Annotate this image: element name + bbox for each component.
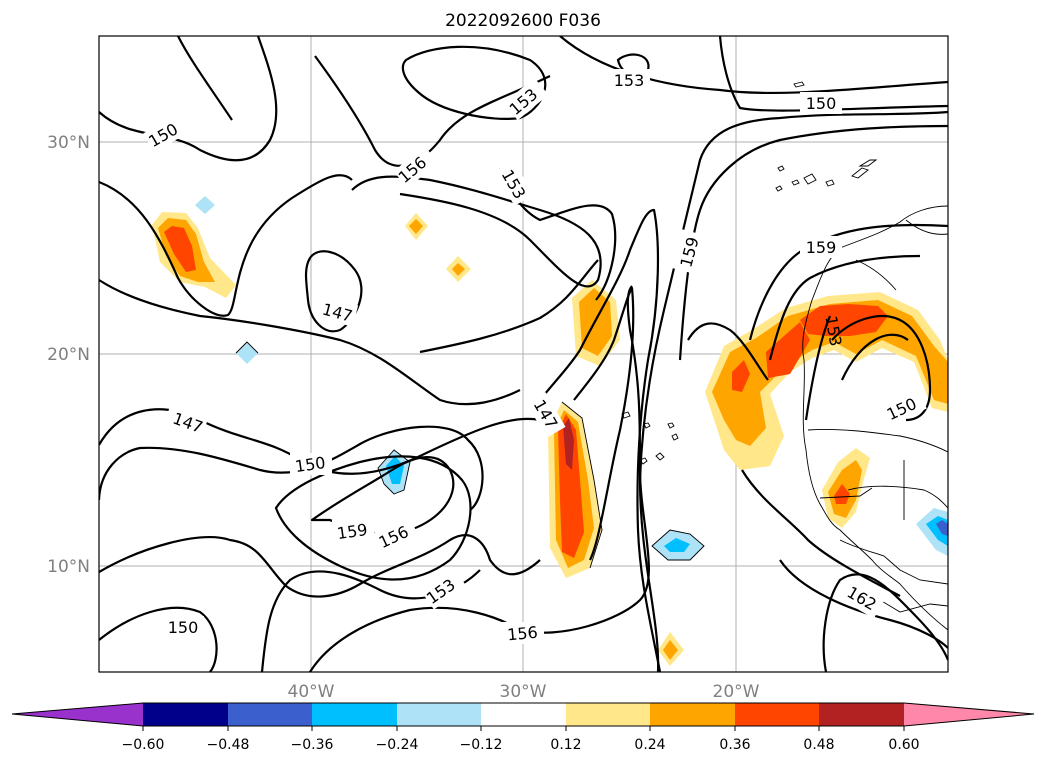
colorbar-tick-label: 0.48 — [803, 737, 834, 753]
latitude-labels: 30°N 20°N 10°N — [47, 133, 90, 577]
lat-label: 10°N — [47, 557, 90, 577]
colorbar-tick-label: 0.24 — [634, 737, 665, 753]
figure-title: 2022092600 F036 — [445, 11, 601, 31]
lat-label: 30°N — [47, 133, 90, 153]
colorbar-tick-label: −0.60 — [122, 737, 165, 753]
contour-label: 150 — [168, 618, 199, 637]
colorbar-tick-label: −0.48 — [207, 737, 250, 753]
contour-label: 159 — [336, 520, 369, 543]
colorbar-tick-label: −0.12 — [460, 737, 503, 753]
colorbar-tick-label: 0.12 — [550, 737, 581, 753]
colorbar-tick-label: −0.24 — [376, 737, 419, 753]
colorbar-tick-label: 0.60 — [888, 737, 919, 753]
colorbar-tick-label: −0.36 — [291, 737, 334, 753]
colorbar: −0.60 −0.48 −0.36 −0.24 −0.12 0.12 0.24 … — [11, 702, 1035, 753]
contour-label: 150 — [806, 94, 837, 113]
warm-shading — [152, 212, 948, 666]
contour-labels: 150 153 153 150 156 153 159 159 147 147 … — [143, 69, 927, 644]
lon-label: 30°W — [500, 682, 547, 702]
contour-label: 159 — [806, 238, 837, 257]
colorbar-extend-min — [12, 703, 143, 726]
cool-shading — [195, 196, 948, 560]
map-frame — [98, 35, 949, 673]
map-area: 150 153 153 150 156 153 159 159 147 147 … — [99, 36, 948, 672]
lon-label: 20°W — [713, 682, 760, 702]
lat-label: 20°N — [47, 345, 90, 365]
colorbar-extend-max — [904, 703, 1034, 726]
lon-label: 40°W — [288, 682, 335, 702]
contour-label: 156 — [506, 623, 538, 645]
colorbar-tick-label: 0.36 — [719, 737, 750, 753]
contour-label: 153 — [614, 71, 645, 90]
longitude-labels: 40°W 30°W 20°W — [288, 682, 760, 702]
coastlines — [235, 81, 948, 631]
contour-label: 150 — [294, 453, 327, 476]
